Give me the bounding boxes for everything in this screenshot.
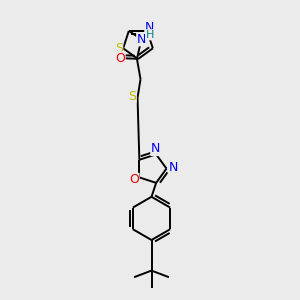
Text: O: O [115,52,125,65]
Text: N: N [137,33,146,46]
Text: H: H [146,30,154,40]
Text: N: N [151,142,160,155]
Text: S: S [128,90,136,103]
Text: N: N [145,21,154,34]
Text: N: N [168,160,178,174]
Text: S: S [115,42,123,55]
Text: O: O [129,173,139,186]
